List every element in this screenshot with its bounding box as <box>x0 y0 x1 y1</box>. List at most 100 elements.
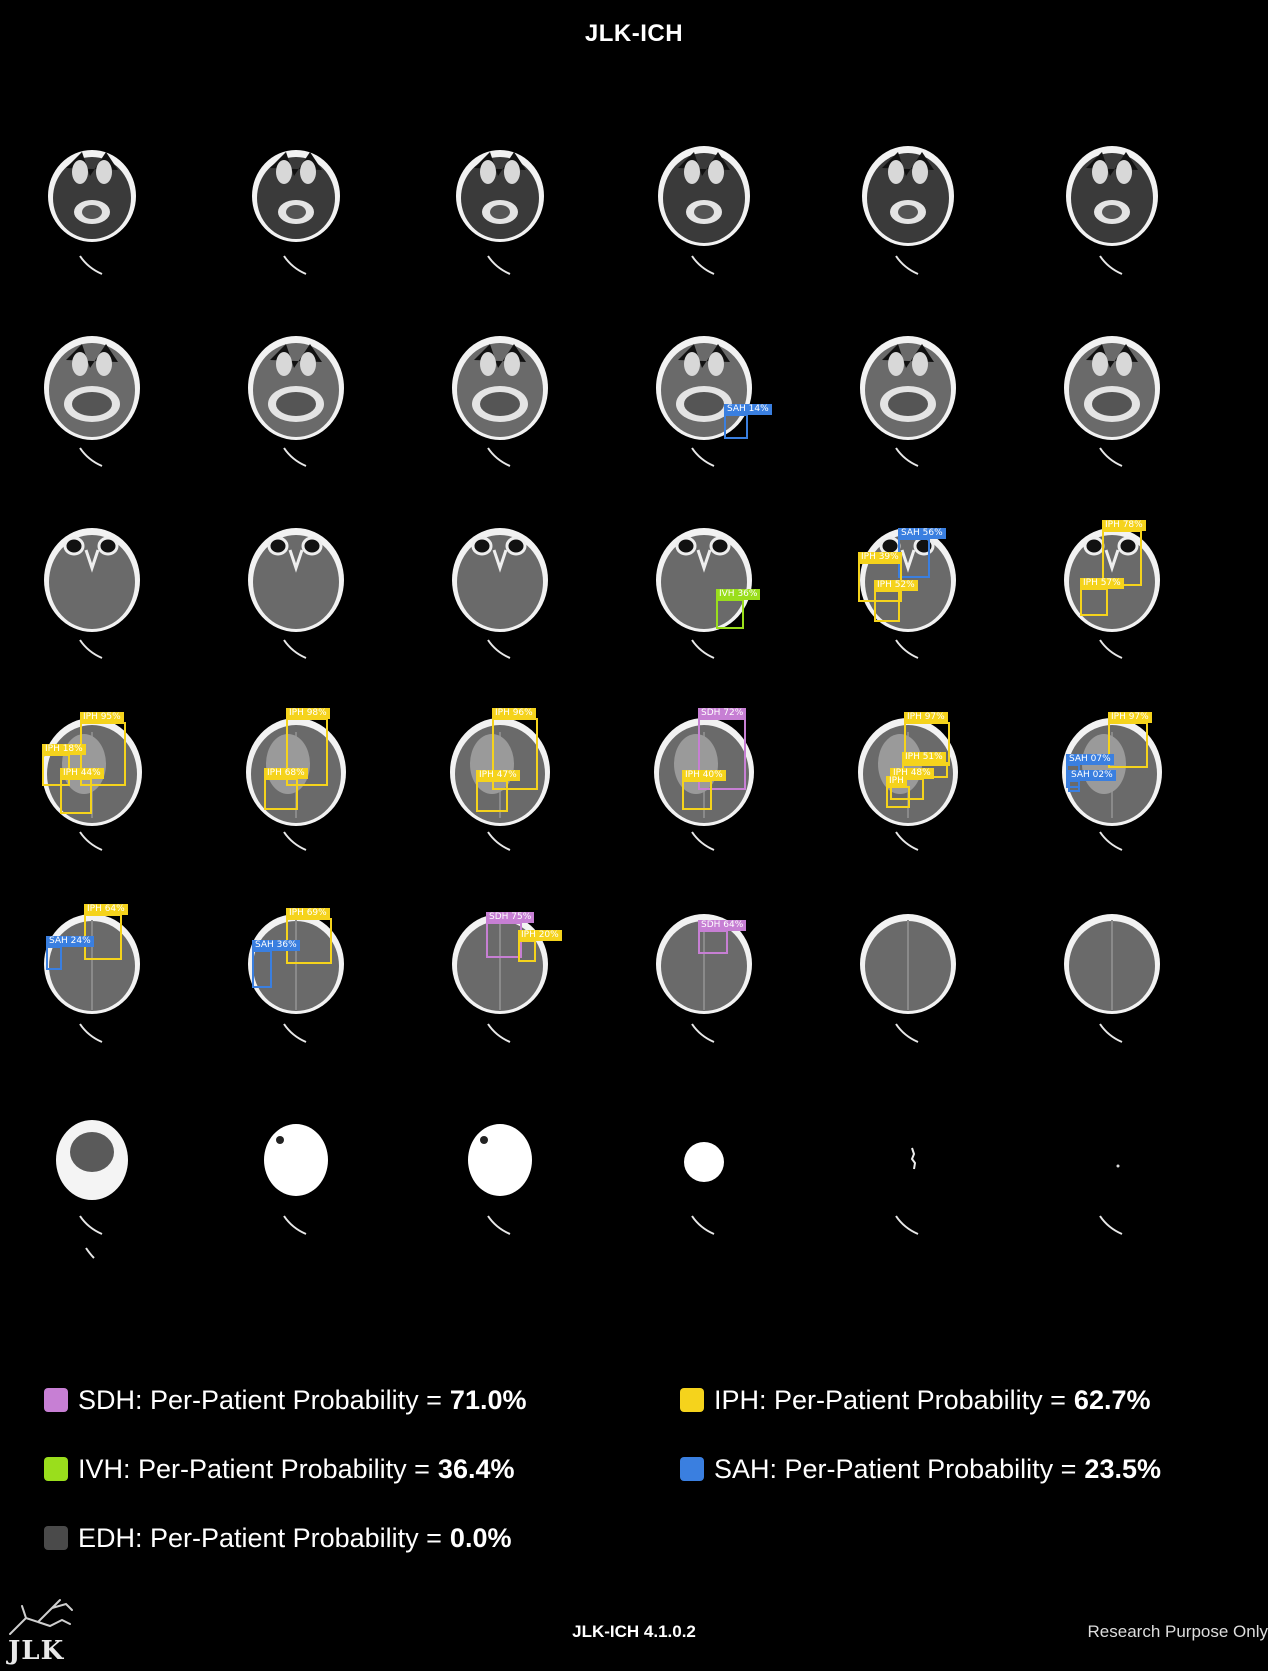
sdh-detection-box: SDH 75% <box>486 912 535 958</box>
sah-swatch-icon <box>680 1457 704 1481</box>
ct-slice: SAH 56% IPH 39% IPH 52% <box>838 512 1042 716</box>
ct-slice <box>22 1088 226 1292</box>
scan <box>252 150 340 275</box>
detection-label: IPH 68% <box>264 768 308 779</box>
ct-slice <box>1042 1088 1246 1292</box>
scan <box>248 528 344 659</box>
detection-label: IPH 51% <box>902 752 946 763</box>
scan <box>1066 146 1158 275</box>
ct-slice: IPH 96% IPH 47% <box>430 704 634 908</box>
iph-detection-box: IPH 98% <box>286 708 330 786</box>
scan <box>456 150 544 275</box>
detection-label: IPH 20% <box>518 930 562 941</box>
legend-item-iph: IPH: Per-Patient Probability = 62.7% <box>680 1380 1150 1420</box>
ct-slice: IPH 95% IPH 18% IPH 44% <box>22 704 226 908</box>
ct-slice-image <box>44 914 140 1043</box>
detection-label: IPH 97% <box>904 712 948 723</box>
ct-slice-image <box>860 914 956 1043</box>
legend-item-sah: SAH: Per-Patient Probability = 23.5% <box>680 1449 1161 1489</box>
scan <box>56 1120 128 1259</box>
ct-slice-image <box>860 336 956 467</box>
ct-slice <box>634 128 838 332</box>
ct-slice <box>226 320 430 524</box>
logo-text: JLK <box>8 1636 65 1666</box>
ct-slice-image <box>658 146 750 275</box>
detection-label: IPH 97% <box>1108 712 1152 723</box>
ct-slice <box>1042 320 1246 524</box>
ct-slice-image <box>656 336 752 467</box>
page-title: JLK-ICH <box>584 20 684 47</box>
ct-slice <box>430 512 634 716</box>
scan <box>248 336 344 467</box>
detection-label: IPH 78% <box>1102 520 1146 531</box>
iph-detection-box: IPH 40% <box>682 770 726 810</box>
ct-slice-image <box>860 528 956 659</box>
iph-detection-box: IPH 20% <box>518 930 562 962</box>
ct-slice <box>1042 128 1246 332</box>
ct-slice <box>226 512 430 716</box>
detection-label: SDH 72% <box>698 708 747 719</box>
ct-slice-image <box>1099 1164 1123 1235</box>
scan <box>656 914 752 1043</box>
detection-label: IPH 52% <box>874 580 918 591</box>
ct-slice: SAH 14% <box>634 320 838 524</box>
ct-slice: SDH 72% IPH 40% <box>634 704 838 908</box>
scan <box>1064 914 1160 1043</box>
scan <box>656 528 752 659</box>
scan <box>468 1124 532 1235</box>
ct-slice <box>634 1088 838 1292</box>
ct-slice-image <box>44 528 140 659</box>
scan <box>895 1147 919 1235</box>
iph-detection-box: IPH 48% <box>890 768 934 800</box>
ct-slice: SDH 75% IPH 20% <box>430 896 634 1100</box>
sah-detection-box: SAH 24% <box>46 936 94 970</box>
ct-slice-image <box>252 150 340 275</box>
legend-item-sdh: SDH: Per-Patient Probability = 71.0% <box>44 1380 526 1420</box>
ct-slice-image <box>895 1147 919 1235</box>
legend-item-edh: EDH: Per-Patient Probability = 0.0% <box>44 1518 511 1558</box>
ct-slice-image <box>264 1124 328 1235</box>
ct-slice <box>226 128 430 332</box>
detection-label: SAH 14% <box>724 404 772 415</box>
detection-label: IVH 36% <box>716 589 761 600</box>
version-label: JLK-ICH 4.1.0.2 <box>572 1622 696 1641</box>
iph-detection-box: IPH 44% <box>60 768 104 814</box>
detection-label: SAH 07% <box>1066 754 1114 765</box>
ct-slice-image <box>452 914 548 1043</box>
legend-item-ivh: IVH: Per-Patient Probability = 36.4% <box>44 1449 514 1489</box>
scan <box>452 336 548 467</box>
legend-label: SDH: Per-Patient Probability = <box>78 1384 442 1415</box>
ct-slice <box>430 1088 634 1292</box>
sah-detection-box: SAH 14% <box>724 404 772 439</box>
ct-slice: IPH 97% SAH 07% SAH 02% <box>1042 704 1246 908</box>
ct-slice <box>22 320 226 524</box>
detection-label: IPH 48% <box>890 768 934 779</box>
ct-slice-image <box>862 146 954 275</box>
legend-value: 23.5% <box>1084 1453 1161 1484</box>
scan <box>44 336 140 467</box>
detection-label: IPH 57% <box>1080 578 1124 589</box>
legend-label: SAH: Per-Patient Probability = <box>714 1453 1077 1484</box>
ct-slice-image <box>1066 146 1158 275</box>
detection-label: IPH 95% <box>80 712 124 723</box>
ct-slice <box>838 1088 1042 1292</box>
sdh-detection-box: SDH 64% <box>698 920 747 954</box>
scan <box>684 1142 724 1235</box>
legend-label: IVH: Per-Patient Probability = <box>78 1453 430 1484</box>
sdh-swatch-icon <box>44 1388 68 1412</box>
detection-label: IPH 18% <box>42 744 86 755</box>
ct-slice: IPH 69% SAH 36% <box>226 896 430 1100</box>
ct-slice <box>1042 896 1246 1100</box>
legend-value: 62.7% <box>1073 1384 1151 1415</box>
ct-slice: IPH 78% IPH 57% <box>1042 512 1246 716</box>
detection-label: SAH 36% <box>252 940 300 951</box>
scan <box>658 146 750 275</box>
legend-value: 36.4% <box>437 1453 515 1484</box>
iph-detection-box: IPH 68% <box>264 768 308 810</box>
ct-slice: IPH 97% IPH 51% IPH 48% IPH <box>838 704 1042 908</box>
detection-label: IPH 39% <box>858 552 902 563</box>
scan <box>452 528 548 659</box>
research-note: Research Purpose Only <box>1087 1622 1268 1641</box>
scan <box>1064 336 1160 467</box>
scan <box>656 336 752 467</box>
